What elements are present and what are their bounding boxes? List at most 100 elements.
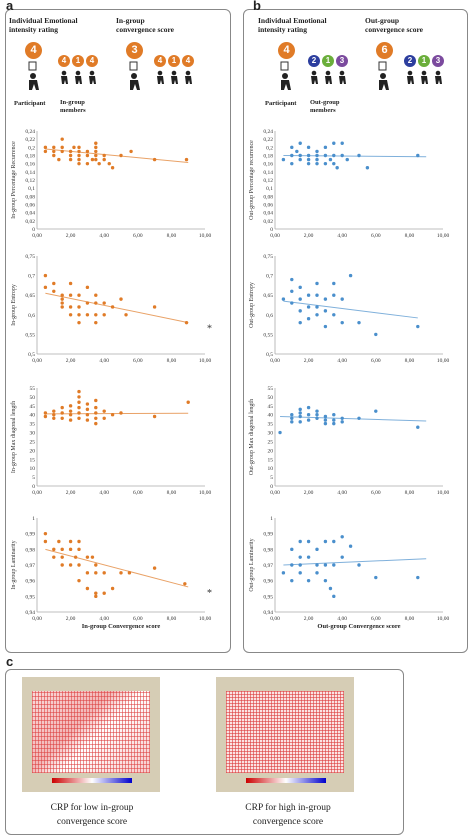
data-point [323, 145, 328, 150]
y-tick-label: 30 [30, 431, 36, 437]
data-point [357, 563, 361, 567]
panel-b [243, 9, 468, 653]
data-point [306, 578, 311, 583]
data-point [281, 571, 286, 575]
data-point [60, 547, 64, 552]
x-tick-label: 6,00 [371, 616, 381, 622]
y-tick-label: 0,6 [28, 313, 35, 319]
data-point [85, 149, 90, 154]
data-point [152, 157, 157, 162]
data-point [102, 591, 106, 595]
data-point [340, 420, 344, 424]
data-point [298, 571, 302, 575]
data-point [57, 539, 61, 544]
data-point [68, 153, 73, 158]
data-point [77, 153, 81, 158]
y-tick-label: 55 [30, 386, 36, 392]
x-tick-label: 4,00 [337, 490, 347, 496]
data-point [298, 555, 302, 559]
data-point [60, 137, 64, 141]
x-tick-label: 6,00 [371, 490, 381, 496]
data-point [323, 153, 328, 158]
data-point [186, 400, 190, 404]
data-point [94, 293, 98, 297]
right-conv-member-badge-3: 3 [432, 55, 444, 67]
data-point [323, 578, 328, 583]
y-tick-label: 35 [268, 422, 274, 428]
x-tick-label: 8,00 [167, 233, 177, 239]
data-point [374, 575, 378, 580]
data-point [110, 413, 115, 417]
x-axis-label: Out-group Convergence score [317, 623, 400, 630]
y-tick-label: 0,04 [25, 211, 35, 217]
data-point [281, 297, 286, 301]
data-point [332, 594, 336, 599]
data-point [77, 539, 81, 544]
data-point [102, 416, 106, 420]
data-point [94, 141, 98, 145]
data-point [60, 305, 64, 309]
x-tick-label: 0,00 [270, 490, 280, 496]
data-point [52, 149, 56, 154]
y-tick-label: 0,65 [25, 293, 35, 299]
y-tick-label: 0,16 [25, 162, 35, 168]
trend-line [283, 155, 427, 158]
x-tick-label: 4,00 [337, 358, 347, 364]
right-conv-badge: 6 [376, 42, 393, 59]
data-point [43, 149, 48, 154]
data-point [77, 405, 81, 410]
y-tick-label: 5 [32, 475, 35, 481]
chart-outgroup-percentage-recurrence: 0 0,02 0,04 0,06 0,08 0,1 0,12 0,14 0,16 0,18 0,2 0… [249, 129, 449, 239]
x-tick-label: 6,00 [133, 490, 143, 496]
y-tick-label: 0,1 [28, 186, 35, 192]
x-tick-label: 4,00 [99, 616, 109, 622]
data-point [340, 297, 344, 301]
x-tick-label: 2,00 [66, 616, 76, 622]
data-point [332, 153, 336, 158]
x-tick-label: 10,00 [437, 358, 450, 364]
data-point [129, 149, 133, 154]
y-tick-label: 0,6 [266, 313, 273, 319]
y-axis-label: Out-group Percentage recurrence [249, 140, 255, 220]
x-tick-label: 4,00 [99, 490, 109, 496]
data-point [94, 149, 98, 154]
chart-ingroup-max-diagonal: 0 5 10 15 20 25 30 35 40 45 50 55 0,00 2,00 4,00 6,00 8,… [11, 386, 211, 496]
data-point [77, 411, 81, 415]
data-point [290, 145, 294, 150]
data-point [60, 411, 64, 415]
data-point [290, 420, 294, 424]
data-point [340, 141, 344, 145]
y-tick-label: 50 [30, 395, 36, 401]
data-point [298, 297, 302, 301]
data-point [43, 531, 48, 536]
y-tick-label: 0,94 [263, 610, 273, 616]
data-point [68, 563, 73, 567]
right-participant-label: Participant [265, 100, 297, 107]
data-point [323, 309, 328, 313]
y-tick-label: 35 [30, 422, 36, 428]
data-point [290, 413, 294, 417]
data-point [94, 153, 98, 158]
left-conv-member-badge-2: 1 [168, 55, 180, 67]
data-point [306, 145, 311, 150]
data-point [340, 555, 344, 559]
x-tick-label: 10,00 [199, 616, 212, 622]
y-tick-label: 5 [270, 475, 273, 481]
data-point [85, 418, 90, 422]
panel-label-b: b [253, 0, 261, 13]
y-tick-label: 1 [270, 516, 273, 522]
y-tick-label: 0,24 [25, 129, 35, 135]
x-tick-label: 8,00 [167, 358, 177, 364]
x-tick-label: 6,00 [133, 358, 143, 364]
x-tick-label: 6,00 [133, 616, 143, 622]
data-point [323, 563, 328, 567]
y-tick-label: 0 [270, 227, 273, 233]
y-axis-label: Out-group Entropy [249, 282, 255, 328]
data-point [335, 166, 339, 170]
data-point [68, 149, 73, 154]
y-tick-label: 0,95 [25, 594, 35, 600]
data-point [332, 281, 336, 286]
data-point [315, 571, 319, 575]
y-tick-label: 55 [268, 386, 274, 392]
chart-ingroup-percentage-recurrence: 0 0,02 0,04 0,06 0,08 0,1 0,12 0,14 0,16 0,18 0,2 0… [11, 129, 211, 239]
